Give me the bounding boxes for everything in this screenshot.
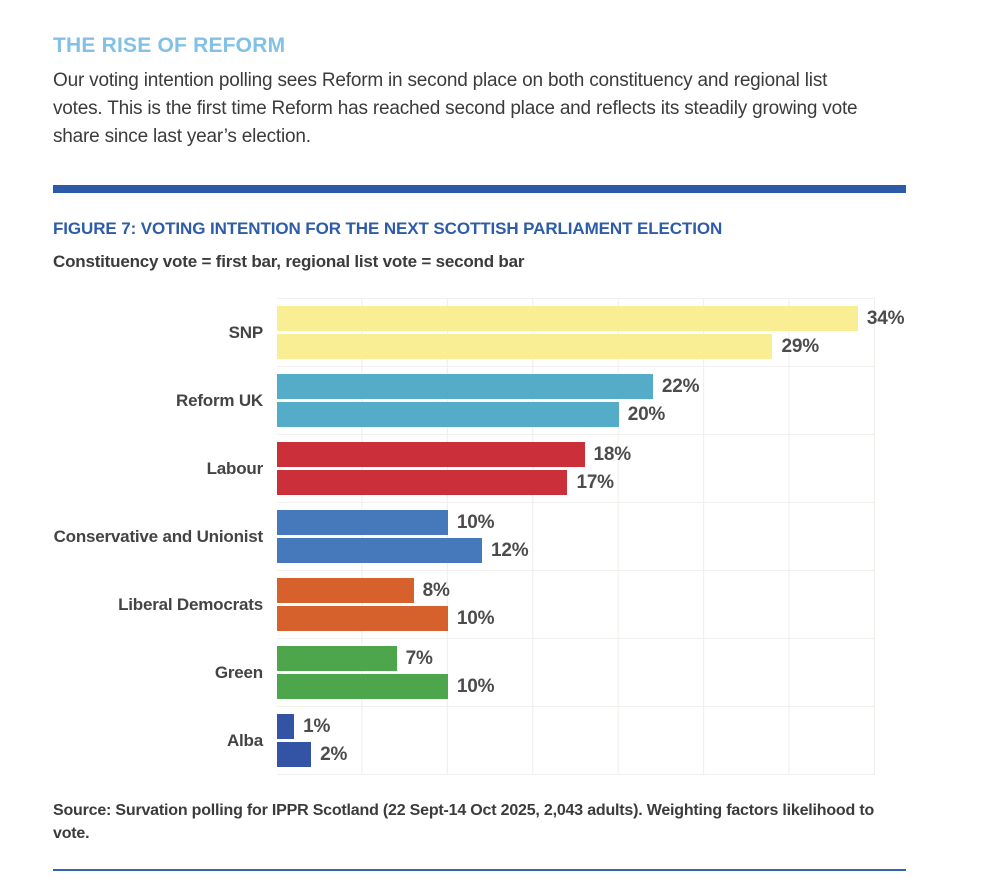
regional-bar — [277, 402, 619, 427]
constituency-value-label: 7% — [405, 647, 433, 669]
regional-bar — [277, 538, 483, 563]
regional-value-label: 20% — [627, 403, 666, 425]
constituency-value-label: 8% — [422, 579, 450, 601]
category-label: Reform UK — [176, 391, 263, 410]
chart-row: Conservative and Unionist 10% 12% — [53, 503, 906, 571]
regional-value-label: 2% — [320, 743, 348, 765]
regional-bar — [277, 334, 773, 359]
section-divider — [53, 185, 906, 193]
plot-area: 18% 17% — [277, 435, 875, 503]
constituency-bar-line: 34% — [277, 306, 905, 331]
constituency-bar-line: 1% — [277, 714, 875, 739]
constituency-value-label: 18% — [593, 443, 632, 465]
plot-area: 7% 10% — [277, 639, 875, 707]
regional-value-label: 29% — [781, 335, 819, 357]
constituency-bar-line: 22% — [277, 374, 875, 399]
category-label: Labour — [206, 459, 264, 478]
regional-value-label: 10% — [456, 607, 495, 629]
chart-row: Labour 18% 17% — [53, 435, 906, 503]
regional-bar — [277, 606, 448, 631]
regional-value-label: 17% — [576, 471, 614, 493]
category-label: SNP — [228, 322, 264, 342]
category-label: Alba — [226, 731, 263, 750]
constituency-value-label: 10% — [456, 511, 495, 533]
regional-value-label: 12% — [491, 539, 529, 561]
category-label: Conservative and Unionist — [53, 527, 264, 546]
regional-bar — [277, 470, 568, 495]
regional-bar-line: 20% — [277, 402, 875, 427]
chart-row: Reform UK 22% 20% — [53, 367, 906, 435]
plot-area: 34% 29% — [277, 298, 905, 367]
chart-rows: SNP 34% 29% Reform UK 22% 20% Labo — [53, 298, 906, 775]
category-label: Liberal Democrats — [118, 595, 263, 614]
intro-paragraph: Our voting intention polling sees Reform… — [53, 70, 858, 147]
report-page: THE RISE OF REFORM Our voting intention … — [53, 34, 906, 871]
chart-row: Green 7% 10% — [53, 639, 906, 707]
chart-row: Alba 1% 2% — [53, 707, 906, 775]
plot-area: 8% 10% — [277, 571, 875, 639]
constituency-bar — [277, 442, 585, 467]
constituency-bar-line: 10% — [277, 510, 875, 535]
regional-bar — [277, 742, 312, 767]
constituency-bar — [277, 578, 414, 603]
constituency-value-label: 34% — [866, 307, 905, 329]
chart-row: SNP 34% 29% — [53, 298, 906, 367]
constituency-bar — [277, 646, 397, 671]
figure-title: FIGURE 7: VOTING INTENTION FOR THE NEXT … — [53, 219, 723, 238]
regional-bar-line: 10% — [277, 674, 875, 699]
voting-intention-bar-chart: SNP 34% 29% Reform UK 22% 20% Labo — [53, 298, 906, 775]
constituency-value-label: 22% — [661, 375, 700, 397]
regional-bar-line: 29% — [277, 334, 875, 359]
constituency-bar-line: 18% — [277, 442, 875, 467]
source-note: Source: Survation polling for IPPR Scotl… — [53, 802, 875, 842]
plot-area: 22% 20% — [277, 367, 875, 435]
category-label: Green — [214, 663, 263, 682]
regional-value-label: 10% — [456, 675, 495, 697]
bottom-rule — [53, 869, 906, 871]
section-heading: THE RISE OF REFORM — [53, 34, 286, 57]
constituency-bar-line: 7% — [277, 646, 875, 671]
plot-area: 1% 2% — [277, 707, 875, 775]
regional-bar-line: 2% — [277, 742, 875, 767]
regional-bar — [277, 674, 448, 699]
constituency-bar — [277, 374, 653, 399]
constituency-bar — [277, 510, 448, 535]
regional-bar-line: 17% — [277, 470, 875, 495]
constituency-bar — [277, 306, 858, 331]
chart-row: Liberal Democrats 8% 10% — [53, 571, 906, 639]
plot-area: 10% 12% — [277, 503, 875, 571]
regional-bar-line: 10% — [277, 606, 875, 631]
constituency-bar — [277, 714, 295, 739]
figure-subtitle: Constituency vote = first bar, regional … — [53, 252, 525, 271]
constituency-value-label: 1% — [303, 715, 331, 737]
constituency-bar-line: 8% — [277, 578, 875, 603]
regional-bar-line: 12% — [277, 538, 875, 563]
